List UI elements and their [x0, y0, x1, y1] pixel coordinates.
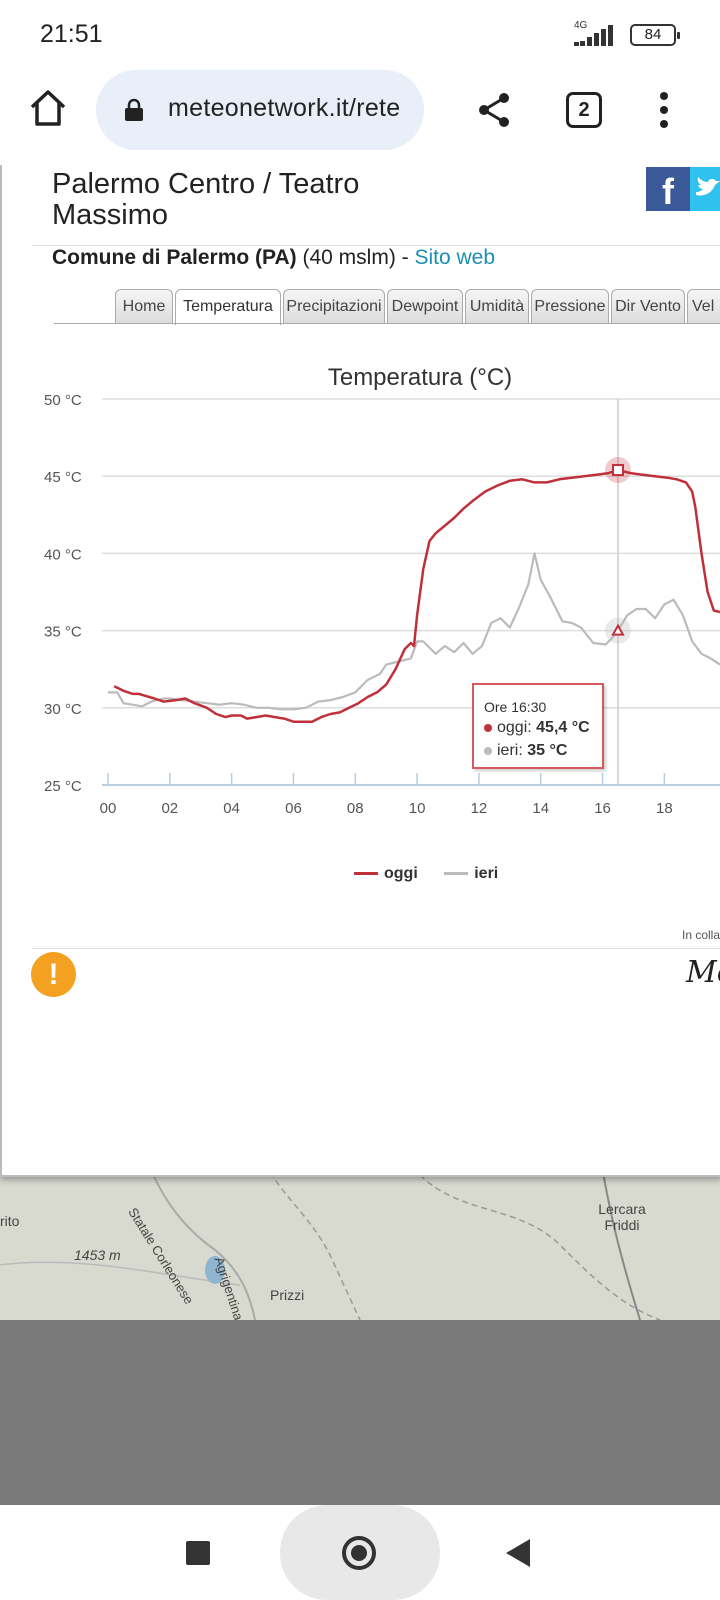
home-icon[interactable] — [28, 88, 68, 128]
status-time: 21:51 — [40, 20, 103, 48]
tab-temperatura[interactable]: Temperatura — [175, 289, 281, 325]
tab-pressione[interactable]: Pressione — [531, 289, 609, 323]
series-line-ieri[interactable] — [108, 552, 720, 711]
x-tick-label: 10 — [409, 800, 426, 817]
temperature-chart[interactable]: Temperatura (°C) 50 °C 45 °C 40 °C 35 °C 30 … — [2, 345, 720, 905]
map-label: 1453 m — [74, 1247, 121, 1263]
x-tick-label: 08 — [347, 800, 364, 817]
share-icon[interactable] — [474, 90, 514, 130]
lock-icon — [125, 98, 143, 121]
tab-switcher-button[interactable]: 2 — [566, 92, 602, 128]
chart-title: Temperatura (°C) — [328, 364, 512, 391]
social-buttons: f — [646, 167, 720, 212]
y-tick-label: 25 °C — [44, 778, 82, 795]
y-tick-label: 50 °C — [44, 392, 82, 409]
y-tick-label: 35 °C — [44, 624, 82, 641]
chart-grid — [102, 398, 720, 786]
series-line-oggi[interactable] — [113, 468, 720, 723]
recents-icon[interactable] — [186, 1541, 210, 1565]
system-nav-bar — [0, 1505, 720, 1600]
comune-name: Comune di Palermo (PA) — [52, 246, 297, 269]
battery-icon: 84 — [630, 24, 680, 46]
warning-icon[interactable]: ! — [31, 952, 76, 997]
home-circle-icon — [342, 1536, 376, 1570]
x-tick-label: 06 — [285, 800, 302, 817]
y-tick-label: 45 °C — [44, 469, 82, 486]
altitude-text: (40 mslm) - — [296, 246, 415, 269]
map-roads — [0, 1155, 661, 1320]
url-text: meteonetwork.it/rete — [168, 94, 401, 122]
collab-text: In collaborazione con — [682, 928, 720, 942]
x-axis: 00 02 04 06 08 10 12 14 16 18 — [100, 773, 673, 817]
legend-oggi[interactable]: oggi — [354, 865, 418, 883]
station-location: Comune di Palermo (PA) (40 mslm) - Sito … — [52, 246, 495, 270]
y-axis: 50 °C 45 °C 40 °C 35 °C 30 °C 25 °C — [44, 392, 82, 795]
more-menu-icon[interactable] — [652, 90, 676, 130]
tab-dewpoint[interactable]: Dewpoint — [387, 289, 463, 323]
back-icon[interactable] — [506, 1539, 530, 1567]
tooltip-oggi-row: oggi: 45,4 °C — [484, 719, 590, 737]
legend-ieri[interactable]: ieri — [444, 865, 498, 883]
station-popup: Palermo Centro / Teatro Massimo f Comune… — [0, 165, 720, 1177]
tabs-divider — [54, 323, 720, 324]
x-tick-label: 04 — [223, 800, 240, 817]
map-label: Lercara Friddi — [598, 1201, 646, 1233]
divider — [32, 948, 720, 949]
tooltip-ieri-value: 35 °C — [527, 742, 568, 759]
y-tick-label: 40 °C — [44, 546, 82, 563]
y-tick-label: 30 °C — [44, 701, 82, 718]
home-button[interactable] — [280, 1505, 440, 1600]
map-label: rito — [0, 1213, 20, 1229]
web-content: rito 1453 m Statale Corleonese Agrigenti… — [0, 165, 720, 1505]
tooltip-oggi-value: 45,4 °C — [536, 719, 590, 736]
status-bar: 21:51 4G 84 — [0, 0, 720, 70]
tab-umidita[interactable]: Umidità — [465, 289, 529, 323]
twitter-icon[interactable] — [690, 167, 720, 211]
status-icons: 4G 84 — [574, 20, 680, 50]
tab-dir-vento[interactable]: Dir Vento — [611, 289, 685, 323]
map-background[interactable]: rito 1453 m Statale Corleonese Agrigenti… — [0, 1155, 720, 1320]
facebook-icon[interactable]: f — [646, 167, 690, 212]
x-tick-label: 00 — [100, 800, 117, 817]
x-tick-label: 14 — [532, 800, 549, 817]
tooltip-ieri-name: ieri — [497, 742, 519, 759]
hover-marker-oggi — [612, 464, 624, 477]
tab-precipitazioni[interactable]: Precipitazioni — [283, 289, 385, 323]
site-link[interactable]: Sito web — [414, 246, 496, 269]
x-tick-label: 16 — [594, 800, 611, 817]
tooltip-time: Ore 16:30 — [484, 699, 547, 715]
station-title: Palermo Centro / Teatro Massimo — [52, 168, 360, 231]
chart-tooltip: Ore 16:30 oggi: 45,4 °C ieri: 35 °C — [472, 683, 604, 769]
partner-logo[interactable]: Me — [686, 955, 720, 990]
signal-icon: 4G — [574, 20, 622, 48]
tooltip-ieri-row: ieri: 35 °C — [484, 742, 567, 760]
divider — [32, 245, 720, 246]
tab-vel-vento[interactable]: Vel — [687, 289, 720, 323]
network-type-label: 4G — [574, 20, 588, 31]
x-tick-label: 12 — [471, 800, 488, 817]
legend-ieri-label: ieri — [474, 865, 499, 882]
tab-home[interactable]: Home — [115, 289, 173, 323]
legend-oggi-label: oggi — [384, 865, 418, 882]
x-tick-label: 18 — [656, 800, 673, 817]
chart-legend: oggi ieri — [354, 865, 520, 889]
x-tick-label: 02 — [161, 800, 178, 817]
browser-toolbar: meteonetwork.it/rete 2 — [0, 70, 720, 165]
chart-hover — [605, 399, 631, 785]
address-bar[interactable]: meteonetwork.it/rete — [96, 70, 424, 150]
hover-marker-ieri — [611, 623, 625, 636]
tooltip-oggi-name: oggi — [497, 719, 528, 736]
chart-series — [108, 468, 720, 723]
map-label: Prizzi — [270, 1287, 305, 1303]
